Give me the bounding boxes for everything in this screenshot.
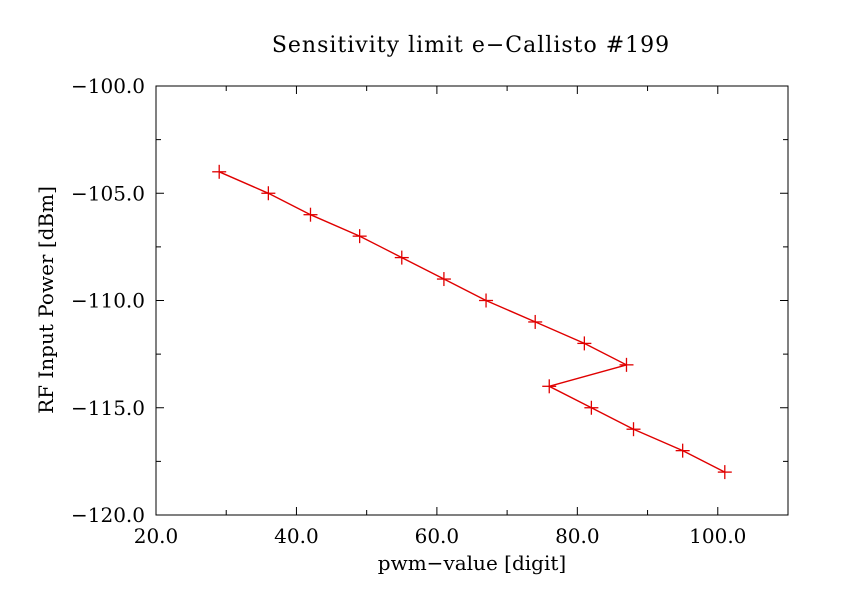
data-point <box>528 314 543 329</box>
minor-ticks <box>155 85 789 516</box>
data-point <box>584 400 599 415</box>
chart-title: Sensitivity limit e−Callisto #199 <box>272 33 670 58</box>
data-point <box>352 229 367 244</box>
x-tick-label: 20.0 <box>134 524 179 548</box>
x-tick-label: 80.0 <box>555 524 600 548</box>
data-point <box>619 357 634 372</box>
y-tick-label: −110.0 <box>71 289 145 313</box>
x-tick-label: 100.0 <box>689 524 746 548</box>
plot-frame <box>155 85 789 516</box>
y-axis-label: RF Input Power [dBm] <box>34 186 58 414</box>
data-point <box>436 272 451 287</box>
y-tick-label: −100.0 <box>71 74 145 98</box>
data-point <box>626 422 641 437</box>
series-line <box>218 171 726 473</box>
data-point <box>577 336 592 351</box>
x-tick-label: 60.0 <box>415 524 460 548</box>
y-tick-label: −115.0 <box>71 396 145 420</box>
x-tick-labels: 20.0 40.0 60.0 80.0 100.0 <box>134 524 747 548</box>
data-point <box>261 186 276 201</box>
data-point <box>717 465 732 480</box>
series-layer <box>212 164 732 480</box>
data-point <box>394 250 409 265</box>
x-tick-label: 40.0 <box>274 524 319 548</box>
data-point <box>675 443 690 458</box>
data-point <box>542 379 557 394</box>
y-tick-labels: −100.0 −105.0 −110.0 −115.0 −120.0 <box>71 74 145 527</box>
data-point <box>303 207 318 222</box>
data-point <box>212 164 227 179</box>
data-point <box>479 293 494 308</box>
x-axis-label: pwm−value [digit] <box>378 551 566 575</box>
y-tick-label: −105.0 <box>71 181 145 205</box>
y-tick-label: −120.0 <box>71 503 145 527</box>
